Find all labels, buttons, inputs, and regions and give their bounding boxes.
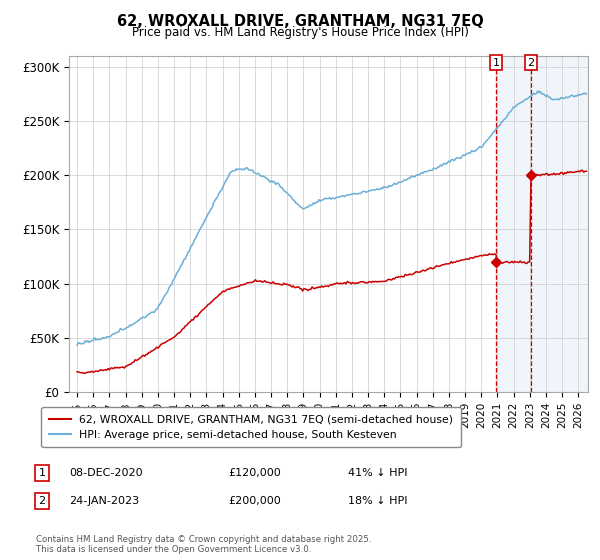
Text: 1: 1 <box>493 58 500 68</box>
Text: 41% ↓ HPI: 41% ↓ HPI <box>348 468 407 478</box>
Text: Price paid vs. HM Land Registry's House Price Index (HPI): Price paid vs. HM Land Registry's House … <box>131 26 469 39</box>
Bar <box>496 56 588 392</box>
Text: 08-DEC-2020: 08-DEC-2020 <box>69 468 143 478</box>
Text: 18% ↓ HPI: 18% ↓ HPI <box>348 496 407 506</box>
Legend: 62, WROXALL DRIVE, GRANTHAM, NG31 7EQ (semi-detached house), HPI: Average price,: 62, WROXALL DRIVE, GRANTHAM, NG31 7EQ (s… <box>41 407 461 447</box>
Bar <box>531 56 588 392</box>
Text: 2: 2 <box>38 496 46 506</box>
Text: £200,000: £200,000 <box>228 496 281 506</box>
Text: Contains HM Land Registry data © Crown copyright and database right 2025.
This d: Contains HM Land Registry data © Crown c… <box>36 535 371 554</box>
Text: 1: 1 <box>38 468 46 478</box>
Text: 24-JAN-2023: 24-JAN-2023 <box>69 496 139 506</box>
Text: 62, WROXALL DRIVE, GRANTHAM, NG31 7EQ: 62, WROXALL DRIVE, GRANTHAM, NG31 7EQ <box>116 14 484 29</box>
Text: £120,000: £120,000 <box>228 468 281 478</box>
Text: 2: 2 <box>527 58 535 68</box>
